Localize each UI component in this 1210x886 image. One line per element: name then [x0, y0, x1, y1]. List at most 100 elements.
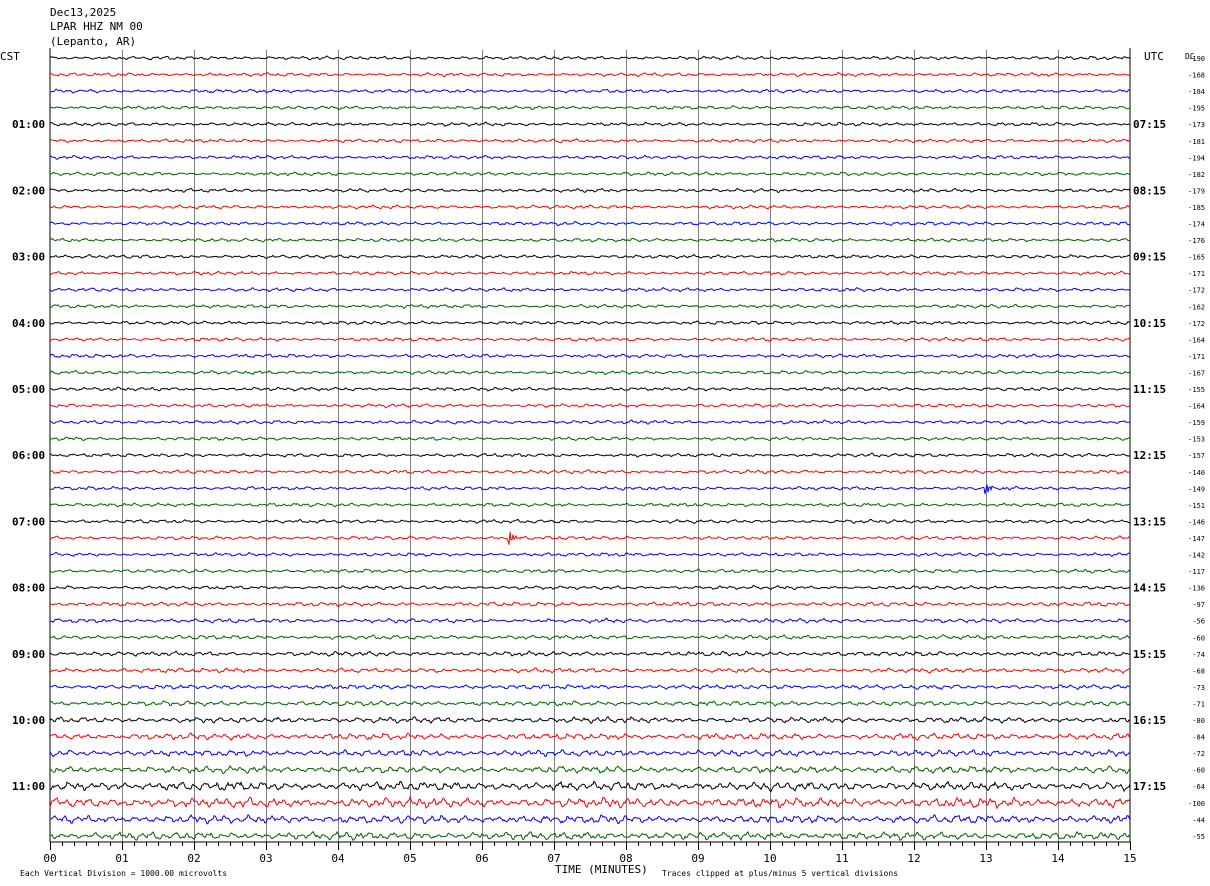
x-tick-label: 06	[475, 852, 488, 865]
right-hour-label: 13:15	[1133, 515, 1166, 528]
trace-line	[49, 71, 1131, 78]
trace-line	[49, 402, 1131, 409]
right-hour-label: 15:15	[1133, 648, 1166, 661]
x-tick-label: 14	[1051, 852, 1065, 865]
dc-offset-label: -64	[1192, 783, 1205, 791]
x-axis: 00 01 02 03 04 05 06 07 08 09 10 11 12 13 14 15	[43, 841, 1137, 865]
dc-offset-label: -97	[1192, 601, 1205, 609]
trace-line	[49, 650, 1131, 657]
trace-line	[49, 601, 1131, 608]
trace-line	[49, 220, 1131, 227]
dc-offset-label: -181	[1188, 138, 1205, 146]
trace-line	[49, 452, 1131, 458]
dc-offset-label: -171	[1188, 270, 1205, 278]
trace-line	[49, 469, 1131, 475]
right-hour-labels: 07:15 08:15 09:15 10:15 11:15 12:15 13:15 14:15…	[1133, 118, 1166, 793]
x-tick-label: 08	[619, 852, 632, 865]
dc-offset-label: -176	[1188, 237, 1205, 245]
dc-offset-label: -80	[1192, 717, 1205, 725]
trace-line	[49, 286, 1131, 293]
dc-offset-label: -159	[1188, 419, 1205, 427]
trace-line	[49, 353, 1131, 359]
dc-offset-label: -185	[1188, 204, 1205, 212]
left-timezone-label: CST	[0, 50, 20, 63]
trace-line	[49, 484, 1131, 495]
seismic-traces	[49, 55, 1131, 841]
left-hour-label: 01:00	[12, 118, 45, 131]
left-hour-label: 11:00	[12, 780, 45, 793]
trace-line	[49, 303, 1131, 309]
trace-line	[49, 634, 1131, 641]
dc-offset-label: -168	[1188, 72, 1205, 80]
trace-line	[49, 270, 1131, 276]
x-tick-label: 11	[835, 852, 848, 865]
x-tick-label: 15	[1123, 852, 1136, 865]
dc-offset-label: -117	[1188, 568, 1205, 576]
x-tick-label: 04	[331, 852, 345, 865]
right-hour-label: 08:15	[1133, 184, 1166, 197]
dc-offset-label: -73	[1192, 684, 1205, 692]
trace-line	[49, 121, 1131, 128]
right-hour-label: 12:15	[1133, 449, 1166, 462]
left-hour-label: 06:00	[12, 449, 45, 462]
dc-offset-label: -194	[1188, 154, 1205, 162]
trace-line	[49, 795, 1131, 810]
left-hour-label: 02:00	[12, 184, 45, 197]
trace-line	[49, 154, 1131, 160]
dc-offset-label: -142	[1188, 552, 1205, 560]
dc-offset-label: -155	[1188, 386, 1205, 394]
left-hour-label: 08:00	[12, 582, 45, 595]
trace-line	[49, 419, 1131, 425]
right-hour-label: 07:15	[1133, 118, 1166, 131]
dc-offset-label: -184	[1188, 88, 1205, 96]
trace-line	[49, 104, 1131, 111]
trace-line	[49, 667, 1131, 675]
trace-line	[49, 187, 1131, 193]
right-hour-label: 09:15	[1133, 251, 1166, 264]
clip-note: Traces clipped at plus/minus 5 vertical …	[662, 869, 898, 878]
x-tick-label: 12	[907, 852, 920, 865]
trace-line	[49, 55, 1131, 61]
left-hour-labels: 01:00 02:00 03:00 04:00 05:00 06:00 07:00 08:00…	[12, 118, 45, 793]
trace-line	[49, 518, 1131, 525]
dc-offset-label: -167	[1188, 369, 1205, 377]
dc-offset-label: -100	[1188, 800, 1205, 808]
dc-offset-label: -151	[1188, 502, 1205, 510]
dc-offset-label: -84	[1192, 734, 1205, 742]
dc-offset-label: -71	[1192, 700, 1205, 708]
left-hour-label: 10:00	[12, 714, 45, 727]
right-hour-label: 11:15	[1133, 383, 1166, 396]
dc-offset-label: -60	[1192, 767, 1205, 775]
right-hour-label: 17:15	[1133, 780, 1166, 793]
dc-offset-label: -74	[1192, 651, 1205, 659]
trace-line	[49, 585, 1131, 591]
header-station: LPAR HHZ NM 00	[50, 20, 143, 33]
trace-line	[49, 568, 1131, 574]
dc-offset-label: -195	[1188, 105, 1205, 113]
dc-offset-label: -147	[1188, 535, 1205, 543]
x-tick-label: 02	[187, 852, 200, 865]
x-tick-label: 00	[43, 852, 56, 865]
dc-offset-label: -190	[1188, 55, 1205, 63]
dc-offset-label: -172	[1188, 287, 1205, 295]
dc-offset-label: -153	[1188, 436, 1205, 444]
trace-line	[49, 369, 1131, 376]
right-hour-label: 16:15	[1133, 714, 1166, 727]
left-hour-label: 09:00	[12, 648, 45, 661]
trace-line	[49, 320, 1131, 326]
x-tick-label: 09	[691, 852, 704, 865]
dc-offset-label: -68	[1192, 667, 1205, 675]
dc-offset-label: -174	[1188, 221, 1205, 229]
dc-offset-label: -165	[1188, 254, 1205, 262]
dc-offset-label: -56	[1192, 618, 1205, 626]
x-axis-title: TIME (MINUTES)	[555, 863, 648, 876]
x-tick-label: 03	[259, 852, 272, 865]
dc-offset-label: -162	[1188, 303, 1205, 311]
trace-line	[49, 780, 1131, 793]
trace-line	[49, 138, 1131, 144]
dc-offset-label: -60	[1192, 634, 1205, 642]
trace-line	[49, 204, 1130, 210]
header-location: (Lepanto, AR)	[50, 35, 136, 48]
dc-offset-labels: -190 -168 -184 -195 -173 -181 -194 -182 -179 -185…	[1188, 55, 1205, 841]
